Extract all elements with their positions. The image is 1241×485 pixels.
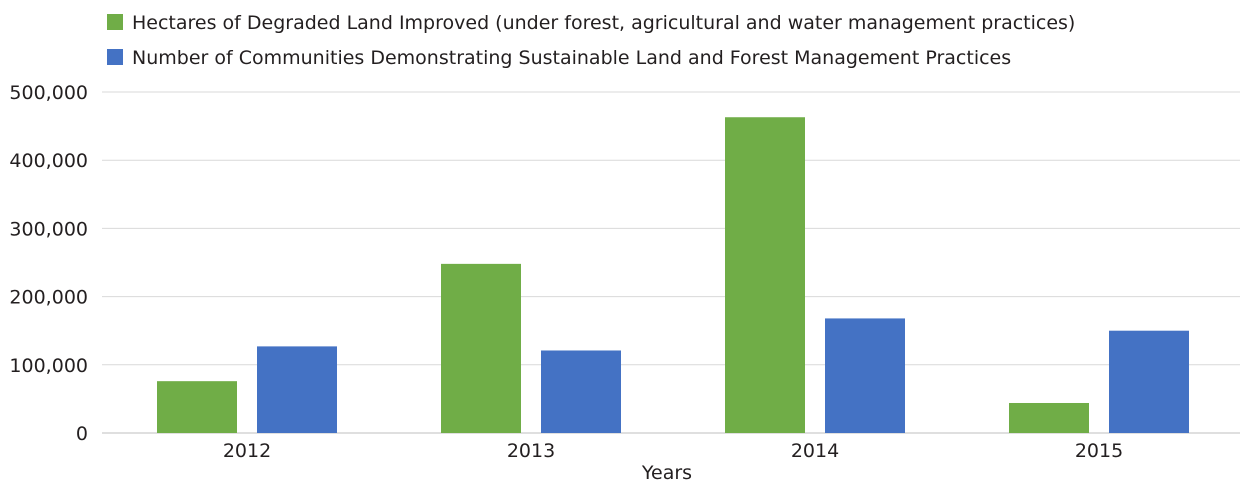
x-axis-title: Years [641, 462, 692, 484]
legend-swatch-communities [107, 49, 123, 65]
x-tick-label: 2012 [223, 440, 271, 462]
bar-hectares-2013 [441, 263, 521, 433]
legend-item-hectares: Hectares of Degraded Land Improved (unde… [107, 12, 1075, 34]
y-tick-label: 0 [76, 423, 88, 445]
legend-label-communities: Number of Communities Demonstrating Sust… [132, 47, 1011, 69]
chart-legend: Hectares of Degraded Land Improved (unde… [107, 12, 1075, 69]
bar-hectares-2015 [1009, 402, 1089, 433]
legend-label-hectares: Hectares of Degraded Land Improved (unde… [132, 12, 1075, 34]
bar-communities-2012 [257, 346, 337, 433]
bar-hectares-2014 [725, 117, 805, 433]
bar-hectares-2012 [157, 381, 237, 433]
chart-bars [157, 117, 1189, 433]
x-tick-label: 2014 [791, 440, 839, 462]
legend-item-communities: Number of Communities Demonstrating Sust… [107, 47, 1011, 69]
bar-communities-2013 [541, 350, 621, 433]
bar-communities-2014 [825, 318, 905, 433]
y-tick-label: 200,000 [9, 287, 88, 309]
y-axis-ticks: 0 100,000 200,000 300,000 400,000 500,000 [9, 82, 88, 445]
y-tick-label: 500,000 [9, 82, 88, 104]
legend-swatch-hectares [107, 14, 123, 30]
y-tick-label: 400,000 [9, 150, 88, 172]
y-tick-label: 100,000 [9, 355, 88, 377]
x-tick-label: 2013 [507, 440, 555, 462]
x-tick-label: 2015 [1075, 440, 1123, 462]
bar-communities-2015 [1109, 330, 1189, 433]
y-tick-label: 300,000 [9, 218, 88, 240]
x-axis-ticks: 2012 2013 2014 2015 [223, 440, 1123, 462]
